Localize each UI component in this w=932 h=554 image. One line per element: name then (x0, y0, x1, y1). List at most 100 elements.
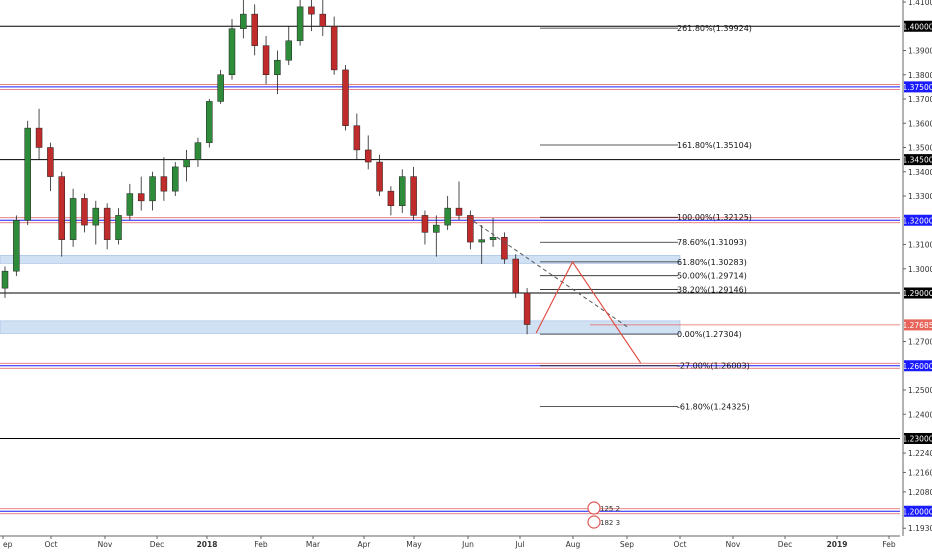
fib-label-9: -61.80%(1.24325) (677, 402, 750, 411)
price-tick-label-2: 1.38000 (908, 71, 932, 80)
candle-body-2 (24, 127, 31, 221)
level-tag-label-3: 1.32000 (902, 216, 932, 225)
candle-body-15 (172, 166, 179, 192)
price-tick-label-7: 1.33000 (908, 192, 932, 201)
level-tag-label-7: 1.20000 (902, 507, 932, 516)
candle-body-10 (115, 215, 122, 240)
level-tag-2 (904, 154, 932, 166)
candle-body-3 (35, 127, 43, 148)
price-tick-label-18: 1.22400 (908, 449, 932, 458)
price-tick-label-3: 1.37000 (908, 95, 932, 104)
time-axis[interactable]: ep Oct Nov Dec 2018 Feb Mar Apr May Jun Jul Aug Sep O… (0, 535, 900, 549)
time-tick-label-12: Sep (620, 540, 634, 549)
candle-body-0 (1, 270, 9, 289)
candle-body-27 (308, 6, 315, 15)
event-marker-label-0: 125 2 (600, 505, 620, 513)
event-marker-label-1: 182 3 (600, 519, 620, 527)
candle-body-4 (47, 147, 54, 177)
price-axis[interactable]: 1.40000 1.37500 1.34500 1.32000 1.29000 1.260… (902, 0, 932, 536)
candle-body-28 (319, 13, 327, 27)
fib-label-5: 50.00%(1.29714) (677, 272, 747, 281)
level-tag-3 (904, 214, 932, 226)
price-tick-label-9: 1.31000 (908, 241, 932, 250)
price-tick-label-22: 1.19300 (908, 524, 932, 533)
price-tick-label-16: 1.24000 (908, 410, 932, 419)
candle-body-46 (523, 292, 531, 325)
candle-body-8 (92, 207, 100, 226)
candle-body-34 (387, 190, 395, 206)
candle-body-22 (251, 13, 258, 46)
candle-body-24 (274, 59, 281, 76)
time-tick-label-13: Oct (674, 540, 687, 549)
time-tick-label-14: Nov (726, 540, 741, 549)
candle-body-39 (444, 207, 451, 226)
level-tag-7 (904, 505, 932, 517)
candle-body-7 (81, 198, 88, 226)
time-tick-label-17: Feb (882, 540, 896, 549)
candle-body-42 (478, 239, 485, 243)
level-layer (0, 25, 900, 515)
candle-body-16 (183, 159, 190, 168)
candle-body-23 (262, 45, 270, 76)
candle-body-35 (399, 176, 406, 206)
candle-body-26 (296, 6, 304, 42)
fib-label-3: 78.60%(1.31093) (677, 238, 747, 247)
fib-label-4: 61.80%(1.30283) (677, 258, 747, 267)
fib-label-1: 161.80%(1.35104) (677, 141, 752, 150)
level-tag-label-6: 1.23000 (902, 435, 932, 444)
event-marker-icon-1 (587, 515, 601, 529)
candle-body-19 (217, 74, 224, 102)
candle-body-25 (285, 40, 292, 61)
projection-path (535, 260, 642, 364)
time-tick-label-15: Dec (778, 540, 793, 549)
price-tick-label-10: 1.30000 (908, 265, 932, 274)
time-tick-label-11: Aug (566, 540, 581, 549)
price-tick-label-15: 1.25000 (908, 386, 932, 395)
candle-body-36 (410, 176, 417, 216)
candle-body-31 (353, 125, 361, 151)
candle-body-5 (58, 176, 65, 240)
price-tick-label-20: 1.20800 (908, 488, 932, 497)
candle-body-12 (137, 193, 145, 202)
candle-body-1 (13, 220, 20, 272)
fibonacci-layer: 261.80%(1.39924) 161.80%(1.35104) 100.00%(… (540, 24, 752, 411)
candle-body-32 (364, 149, 372, 163)
fib-label-6: 38.20%(1.29146) (677, 285, 747, 294)
drawing-layer (467, 216, 642, 364)
time-tick-label-9: Jun (461, 540, 474, 549)
candle-layer (1, 0, 531, 335)
candle-body-9 (103, 207, 111, 240)
level-tag-label-4: 1.29000 (902, 289, 932, 298)
price-tick-label-13: 1.27000 (908, 338, 932, 347)
candle-body-20 (228, 28, 236, 75)
fib-label-2: 100.00%(1.32125) (677, 213, 752, 222)
candle-body-6 (69, 198, 77, 240)
candle-body-13 (149, 176, 156, 202)
candle-body-45 (512, 258, 519, 294)
price-tick-label-4: 1.36000 (908, 119, 932, 128)
time-tick-label-10: Jul (514, 540, 524, 549)
candle-body-30 (342, 69, 349, 126)
time-tick-label-3: Dec (150, 540, 165, 549)
time-tick-label-8: May (406, 540, 422, 549)
fib-label-7: 0.00%(1.27304) (677, 330, 742, 339)
time-tick-label-4: 2018 (197, 540, 218, 549)
candle-body-37 (421, 215, 429, 233)
event-marker-layer: 125 2 182 3 (587, 501, 620, 529)
zone-1 (0, 320, 681, 334)
current-price-label: 1.27685 (902, 321, 932, 330)
level-tag-0 (904, 20, 932, 32)
trend-line (467, 216, 630, 329)
candle-body-21 (240, 13, 247, 29)
candle-body-44 (501, 236, 508, 260)
time-tick-label-1: Oct (45, 540, 58, 549)
price-tick-label-19: 1.21600 (908, 468, 932, 477)
level-tag-4 (904, 287, 932, 299)
candle-body-33 (376, 161, 383, 192)
level-tag-5 (904, 360, 932, 372)
zone-0 (0, 255, 681, 264)
time-tick-label-7: Apr (358, 540, 372, 549)
candle-body-40 (455, 207, 463, 216)
